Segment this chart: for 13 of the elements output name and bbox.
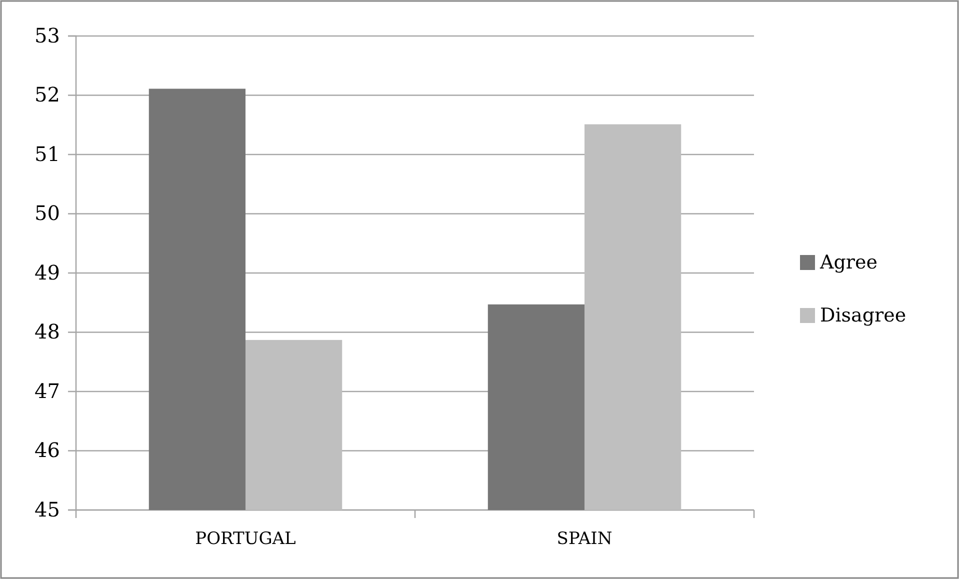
- legend-label: Disagree: [820, 304, 906, 327]
- y-tick-label: 45: [34, 497, 60, 522]
- y-tick-label: 50: [34, 201, 60, 226]
- y-tick-label: 53: [34, 23, 60, 48]
- y-tick-label: 48: [34, 320, 60, 344]
- y-tick-label: 52: [34, 82, 60, 107]
- y-tick-label: 49: [34, 260, 60, 284]
- y-tick-label: 47: [34, 378, 60, 403]
- y-tick-label: 51: [34, 142, 60, 166]
- x-tick-label: SPAIN: [556, 529, 612, 550]
- x-tick-label: PORTUGAL: [195, 529, 296, 550]
- y-tick-label: 46: [34, 438, 60, 462]
- legend-label: Agree: [819, 252, 878, 274]
